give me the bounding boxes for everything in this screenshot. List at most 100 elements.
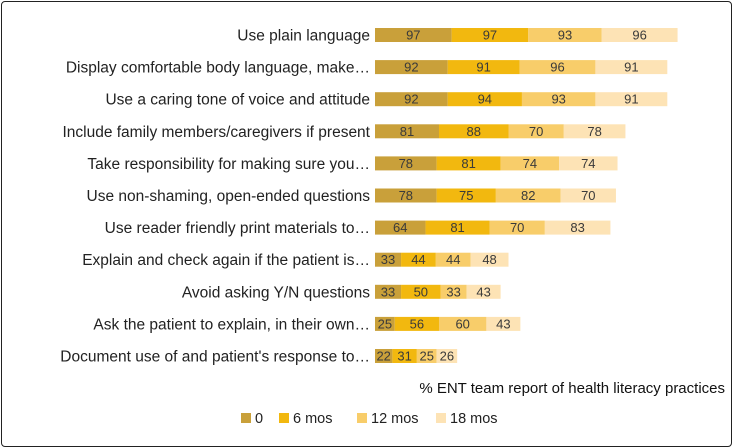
data-label: 96 bbox=[550, 60, 564, 75]
bar-segment bbox=[440, 284, 467, 299]
bar-segment bbox=[528, 28, 602, 42]
bar-segment bbox=[375, 188, 437, 203]
data-label: 78 bbox=[399, 188, 413, 203]
data-label: 82 bbox=[521, 188, 535, 203]
x-axis-title: % ENT team report of health literacy pra… bbox=[419, 380, 725, 397]
data-label: 70 bbox=[510, 220, 524, 235]
data-label: 81 bbox=[400, 124, 414, 139]
legend-swatch bbox=[279, 413, 289, 423]
bar-segment bbox=[519, 60, 596, 75]
data-label: 88 bbox=[467, 124, 481, 139]
bar-segment bbox=[563, 124, 626, 139]
bar-segment bbox=[544, 220, 611, 235]
data-label: 74 bbox=[523, 156, 537, 171]
data-label: 78 bbox=[587, 124, 601, 139]
bar-segment bbox=[521, 92, 596, 107]
legend-label: 0 bbox=[255, 411, 263, 427]
bar-segment bbox=[401, 284, 441, 299]
category-label: Display comfortable body language, make… bbox=[66, 60, 370, 77]
bar-segment bbox=[375, 349, 393, 363]
data-label: 97 bbox=[406, 28, 420, 43]
data-label: 83 bbox=[570, 220, 584, 235]
bar-segment bbox=[375, 124, 439, 139]
category-label: Ask the patient to explain, in their own… bbox=[93, 316, 370, 333]
category-label: Use non-shaming, open-ended questions bbox=[87, 188, 371, 205]
data-label: 74 bbox=[581, 156, 595, 171]
data-label: 31 bbox=[397, 349, 411, 364]
bar-segment bbox=[438, 316, 487, 331]
data-label: 56 bbox=[410, 316, 424, 331]
bars-group: 97 97 93 96 92 91 96 91 92 94 93 91 81 88 70 78 78 81 74 74… bbox=[375, 28, 678, 364]
data-label: 44 bbox=[446, 252, 460, 267]
bar-segment bbox=[495, 188, 561, 203]
bar-segment bbox=[375, 252, 402, 267]
bar-segment bbox=[470, 252, 509, 267]
data-label: 93 bbox=[551, 92, 565, 107]
bar-segment bbox=[416, 349, 437, 363]
data-label: 25 bbox=[378, 316, 392, 331]
bar-segment bbox=[375, 92, 448, 107]
bar-segment bbox=[375, 284, 402, 299]
bar-segment bbox=[375, 156, 437, 171]
data-label: 93 bbox=[558, 28, 572, 43]
category-label: Explain and check again if the patient i… bbox=[82, 252, 370, 269]
bar-segment bbox=[500, 156, 560, 171]
data-label: 60 bbox=[455, 316, 469, 331]
data-label: 92 bbox=[404, 60, 418, 75]
bar-segment bbox=[447, 60, 520, 75]
data-label: 64 bbox=[393, 220, 407, 235]
bar-segment bbox=[438, 124, 509, 139]
bar-segment bbox=[375, 316, 395, 331]
data-label: 92 bbox=[404, 92, 418, 107]
legend-swatch bbox=[241, 413, 251, 423]
category-label: Include family members/caregivers if pre… bbox=[62, 124, 370, 141]
category-label: Use plain language bbox=[237, 28, 370, 45]
data-label: 81 bbox=[450, 220, 464, 235]
data-label: 91 bbox=[476, 60, 490, 75]
bar-segment bbox=[436, 188, 496, 203]
data-label: 70 bbox=[581, 188, 595, 203]
bar-segment bbox=[401, 252, 436, 267]
data-label: 91 bbox=[624, 60, 638, 75]
bar-segment bbox=[451, 28, 529, 42]
bar-segment bbox=[508, 124, 564, 139]
data-label: 81 bbox=[461, 156, 475, 171]
legend: 0 6 mos 12 mos 18 mos bbox=[241, 411, 498, 427]
bar-segment bbox=[447, 92, 522, 107]
bar-segment bbox=[601, 28, 678, 42]
legend-label: 18 mos bbox=[450, 411, 498, 427]
data-label: 43 bbox=[476, 284, 490, 299]
category-label: Use reader friendly print materials to… bbox=[105, 220, 370, 237]
bar-segment bbox=[375, 28, 452, 42]
bar-segment bbox=[375, 60, 448, 75]
bar-segment bbox=[595, 92, 668, 107]
data-label: 25 bbox=[420, 349, 434, 364]
bar-segment bbox=[394, 316, 439, 331]
data-label: 70 bbox=[529, 124, 543, 139]
bar-segment bbox=[560, 188, 616, 203]
category-label: Take responsibility for making sure you… bbox=[87, 156, 370, 173]
data-label: 50 bbox=[414, 284, 428, 299]
data-label: 97 bbox=[483, 28, 497, 43]
data-label: 43 bbox=[496, 316, 510, 331]
category-label: Use a caring tone of voice and attitude bbox=[105, 92, 370, 109]
data-label: 94 bbox=[478, 92, 492, 107]
category-label: Avoid asking Y/N questions bbox=[182, 284, 370, 301]
bar-segment bbox=[375, 220, 426, 235]
bar-segment bbox=[425, 220, 490, 235]
category-label: Document use of and patient's response t… bbox=[60, 349, 370, 366]
data-label: 26 bbox=[440, 349, 454, 364]
legend-label: 6 mos bbox=[293, 411, 333, 427]
data-label: 22 bbox=[376, 349, 390, 364]
bar-segment bbox=[559, 156, 618, 171]
bar-segment bbox=[435, 252, 471, 267]
data-label: 33 bbox=[381, 252, 395, 267]
data-label: 75 bbox=[459, 188, 473, 203]
data-label: 44 bbox=[411, 252, 425, 267]
bar-segment bbox=[436, 156, 501, 171]
bar-segment bbox=[595, 60, 668, 75]
legend-swatch bbox=[357, 413, 367, 423]
data-label: 33 bbox=[381, 284, 395, 299]
bar-segment bbox=[486, 316, 521, 331]
